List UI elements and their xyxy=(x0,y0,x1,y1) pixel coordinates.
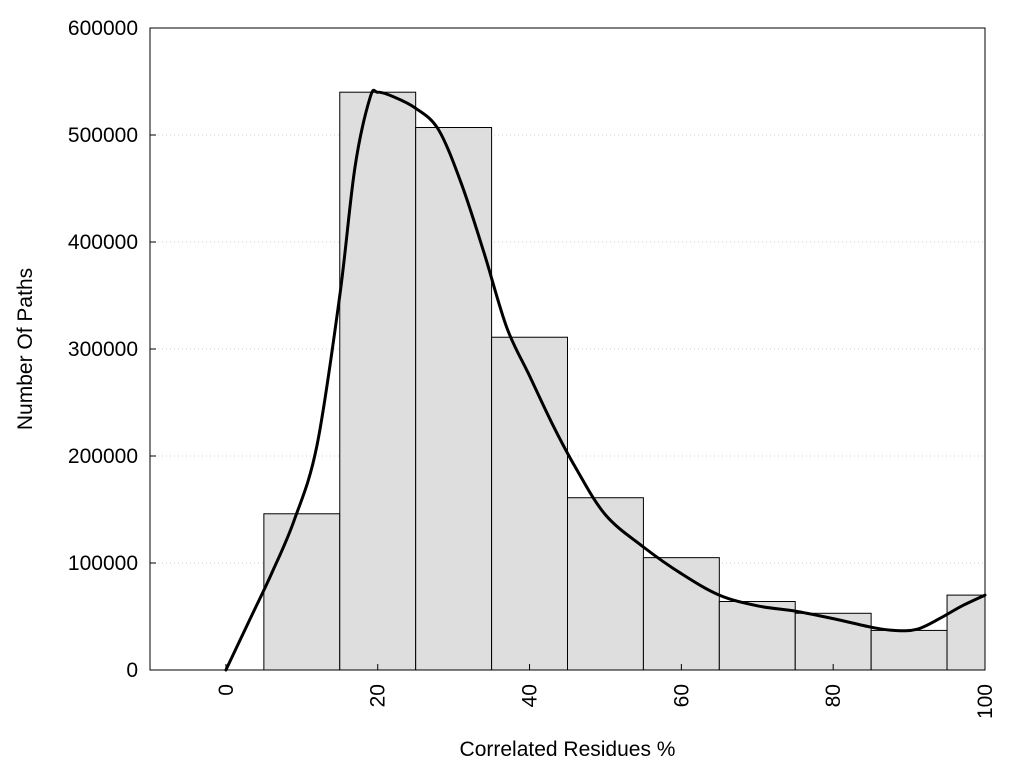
y-tick-label: 600000 xyxy=(68,17,138,40)
y-tick-label: 0 xyxy=(126,659,138,682)
x-tick-label: 60 xyxy=(670,684,693,707)
histogram-bar xyxy=(718,601,796,671)
y-tick-label: 500000 xyxy=(68,124,138,147)
bars-layer xyxy=(263,91,986,671)
histogram-bar xyxy=(339,91,417,671)
y-tick-label: 300000 xyxy=(68,338,138,361)
y-tick-label: 200000 xyxy=(68,445,138,468)
x-axis-title: Correlated Residues % xyxy=(460,738,676,761)
y-axis: 0 100000 200000 300000 400000 500000 600000 xyxy=(68,17,156,682)
y-axis-title: Number Of Paths xyxy=(14,268,37,430)
histogram-bar xyxy=(415,127,493,671)
histogram-bar xyxy=(263,513,341,671)
x-tick-label: 100 xyxy=(974,684,997,719)
y-tick-label: 100000 xyxy=(68,552,138,575)
x-tick-label: 40 xyxy=(519,684,542,707)
x-axis: 0 20 40 60 80 100 xyxy=(215,664,997,719)
x-tick-label: 0 xyxy=(215,684,238,696)
histogram-bar xyxy=(946,594,986,671)
curve-layer xyxy=(224,88,987,672)
histogram-bar xyxy=(567,497,644,671)
y-tick-label: 400000 xyxy=(68,231,138,254)
density-curve xyxy=(224,88,987,672)
histogram-bar xyxy=(870,629,948,671)
x-tick-label: 20 xyxy=(367,684,390,707)
x-tick-label: 80 xyxy=(822,684,845,707)
histogram-bar xyxy=(794,612,872,671)
histogram-bar xyxy=(491,336,568,671)
histogram-bar xyxy=(642,557,720,671)
